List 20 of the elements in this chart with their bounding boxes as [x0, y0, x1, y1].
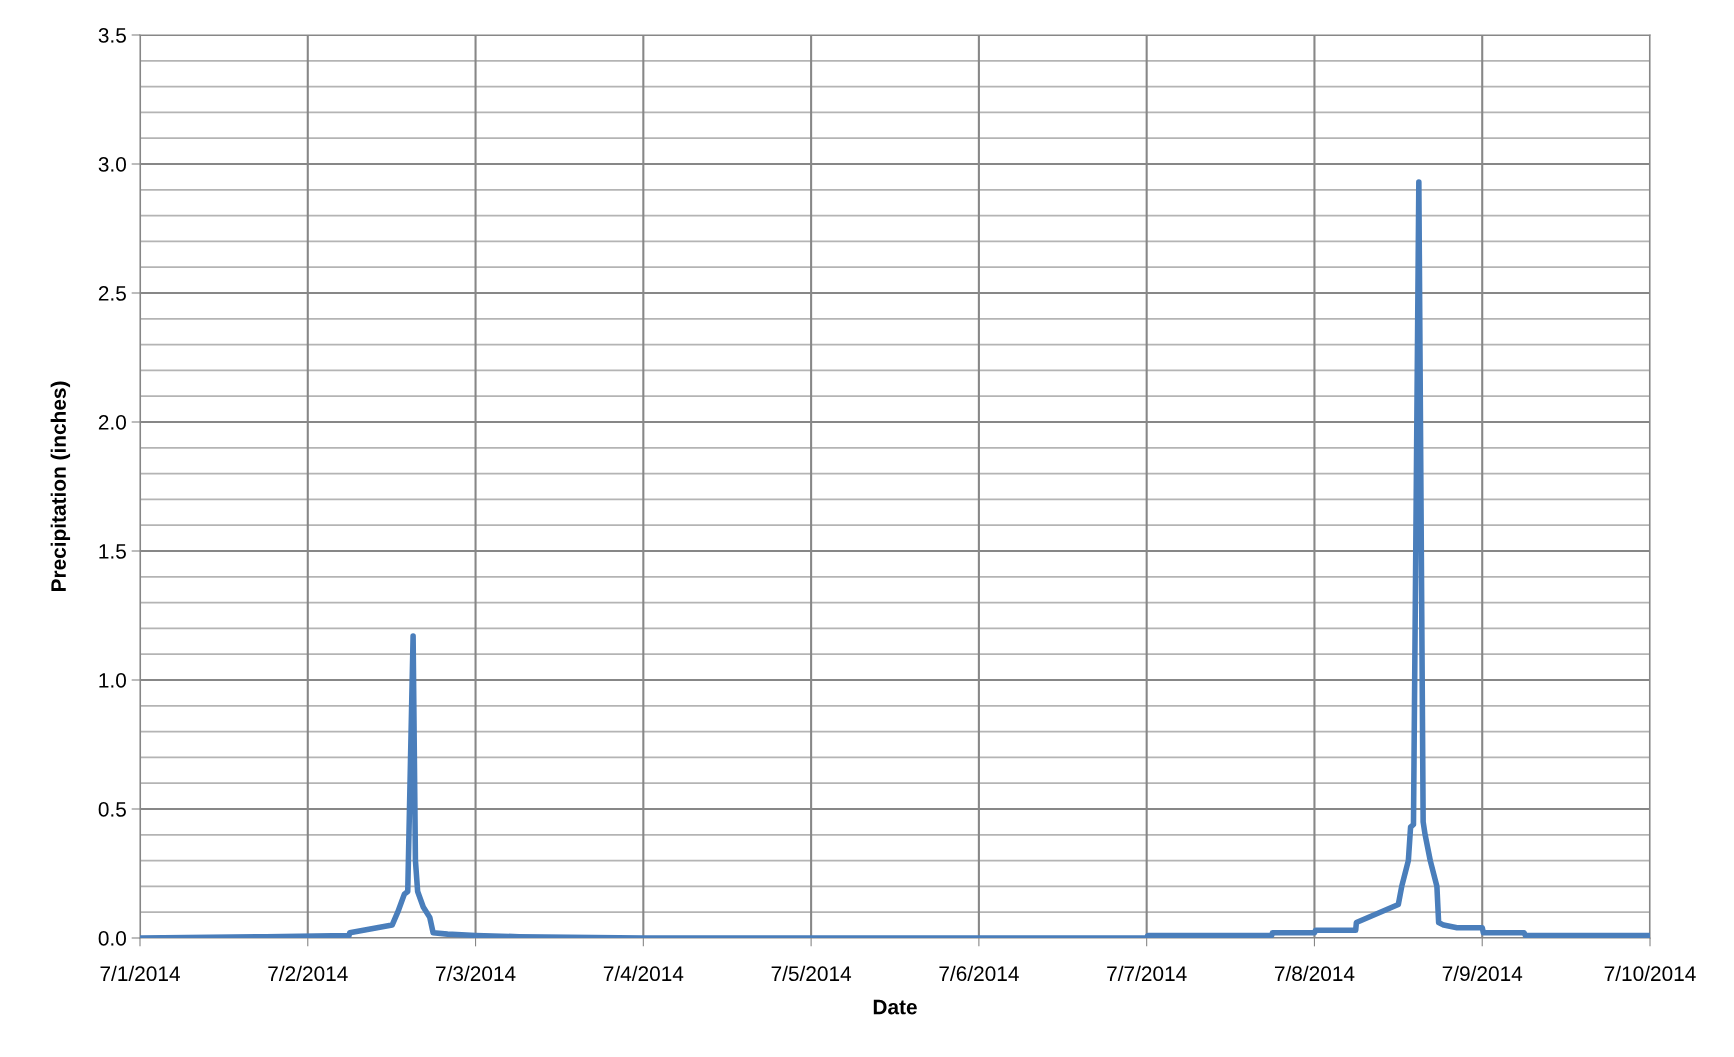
y-tick-label: 1.0 [99, 673, 126, 688]
y-tick-label: 2.0 [98, 415, 126, 430]
y-tick-label: 2.5 [98, 286, 126, 301]
y-tick-label: 0.0 [98, 931, 126, 946]
y-tick-label: 1.5 [99, 544, 126, 559]
x-axis-title: Date [873, 999, 917, 1015]
x-tick-label: 7/6/2014 [939, 965, 1019, 982]
y-axis-title: Precipitation (inches) [50, 381, 71, 592]
y-tick-label: 3.5 [98, 28, 126, 43]
y-tick-label: 3.0 [98, 157, 126, 172]
y-tick-label: 0.5 [98, 802, 126, 817]
x-tick-label: 7/10/2014 [1604, 965, 1696, 982]
x-tick-label: 7/5/2014 [771, 965, 852, 982]
x-tick-label: 7/2/2014 [268, 965, 348, 982]
x-tick-label: 7/8/2014 [1274, 965, 1355, 982]
x-tick-label: 7/1/2014 [100, 965, 180, 982]
x-tick-label: 7/4/2014 [603, 965, 684, 982]
x-tick-label: 7/7/2014 [1107, 965, 1187, 982]
x-tick-label: 7/9/2014 [1442, 965, 1523, 982]
x-tick-label: 7/3/2014 [436, 965, 516, 982]
